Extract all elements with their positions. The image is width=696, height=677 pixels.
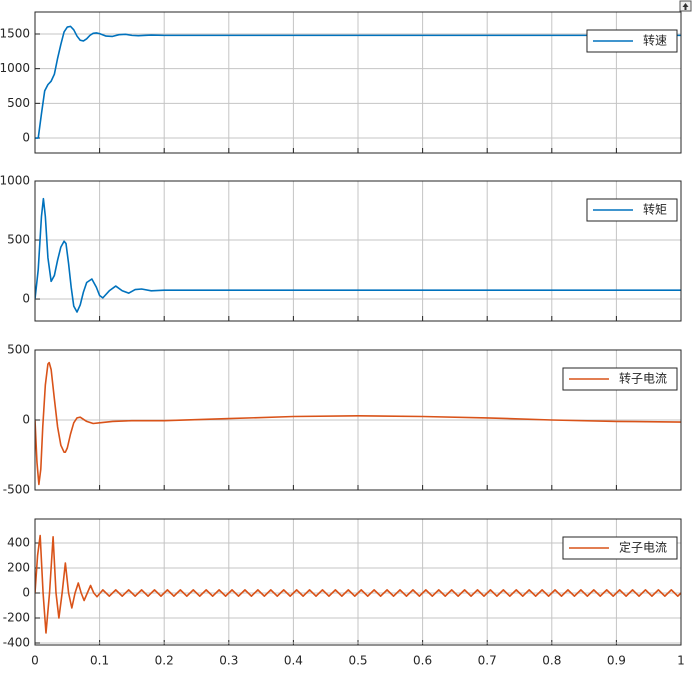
subplot: -500 0 500 转子电流 bbox=[3, 343, 682, 497]
legend: 定子电流 bbox=[562, 536, 678, 560]
x-tick-label: 0.8 bbox=[542, 654, 561, 668]
y-tick-label: 200 bbox=[7, 561, 30, 575]
y-tick-label: 0 bbox=[22, 413, 30, 427]
x-tick-label: 0.7 bbox=[478, 654, 497, 668]
data-group bbox=[35, 361, 681, 486]
subplot: 0 0.1 0.2 0.3 0.4 0.5 0.6 0.7 0.8 0.9 1 -400 -200 0 20… bbox=[3, 518, 685, 668]
data-group bbox=[35, 25, 681, 139]
data-line bbox=[35, 534, 681, 634]
y-tick-label: 500 bbox=[7, 343, 30, 357]
y-tick-label: 0 bbox=[22, 131, 30, 145]
x-tick-label: 0.3 bbox=[219, 654, 238, 668]
data-line bbox=[35, 197, 681, 313]
x-tick-label: 0.6 bbox=[413, 654, 432, 668]
x-tick-label: 0.5 bbox=[348, 654, 367, 668]
subplot: 0 500 1000 1500 转速 bbox=[0, 11, 682, 154]
x-tick-label: 0.4 bbox=[284, 654, 303, 668]
y-tick-label: 1000 bbox=[0, 61, 30, 75]
legend-label: 转子电流 bbox=[619, 371, 667, 386]
axes-frame bbox=[34, 180, 682, 322]
y-tick-label: 1000 bbox=[0, 174, 30, 188]
data-group bbox=[35, 197, 681, 313]
y-tick-label: 500 bbox=[7, 233, 30, 247]
y-tick-label: -500 bbox=[3, 483, 30, 497]
x-tick-label: 1 bbox=[677, 654, 685, 668]
legend-box bbox=[562, 367, 678, 391]
legend: 转矩 bbox=[586, 198, 678, 222]
legend-box bbox=[562, 536, 678, 560]
legend-label: 转速 bbox=[643, 33, 667, 48]
legend-label: 定子电流 bbox=[619, 540, 667, 555]
y-tick-label: 400 bbox=[7, 536, 30, 550]
data-line bbox=[35, 361, 681, 486]
legend: 转速 bbox=[586, 29, 678, 53]
data-line bbox=[35, 25, 681, 139]
x-tick-label: 0.1 bbox=[90, 654, 109, 668]
axes-frame bbox=[34, 11, 682, 154]
button-icon[interactable] bbox=[682, 3, 689, 10]
legend: 转子电流 bbox=[562, 367, 678, 391]
axes-frame bbox=[34, 518, 682, 646]
axes-frame bbox=[34, 349, 682, 491]
data-group bbox=[35, 534, 681, 634]
x-tick-label: 0 bbox=[31, 654, 39, 668]
y-tick-label: -400 bbox=[3, 636, 30, 650]
x-tick-label: 0.9 bbox=[607, 654, 626, 668]
y-tick-label: 0 bbox=[22, 586, 30, 600]
subplot: 0 500 1000 转矩 bbox=[0, 174, 682, 322]
restore-button[interactable] bbox=[679, 0, 692, 12]
y-tick-label: -200 bbox=[3, 611, 30, 625]
legend-label: 转矩 bbox=[643, 202, 667, 217]
y-tick-label: 0 bbox=[22, 292, 30, 306]
y-tick-label: 1500 bbox=[0, 26, 30, 40]
x-tick-label: 0.2 bbox=[155, 654, 174, 668]
y-tick-label: 500 bbox=[7, 96, 30, 110]
